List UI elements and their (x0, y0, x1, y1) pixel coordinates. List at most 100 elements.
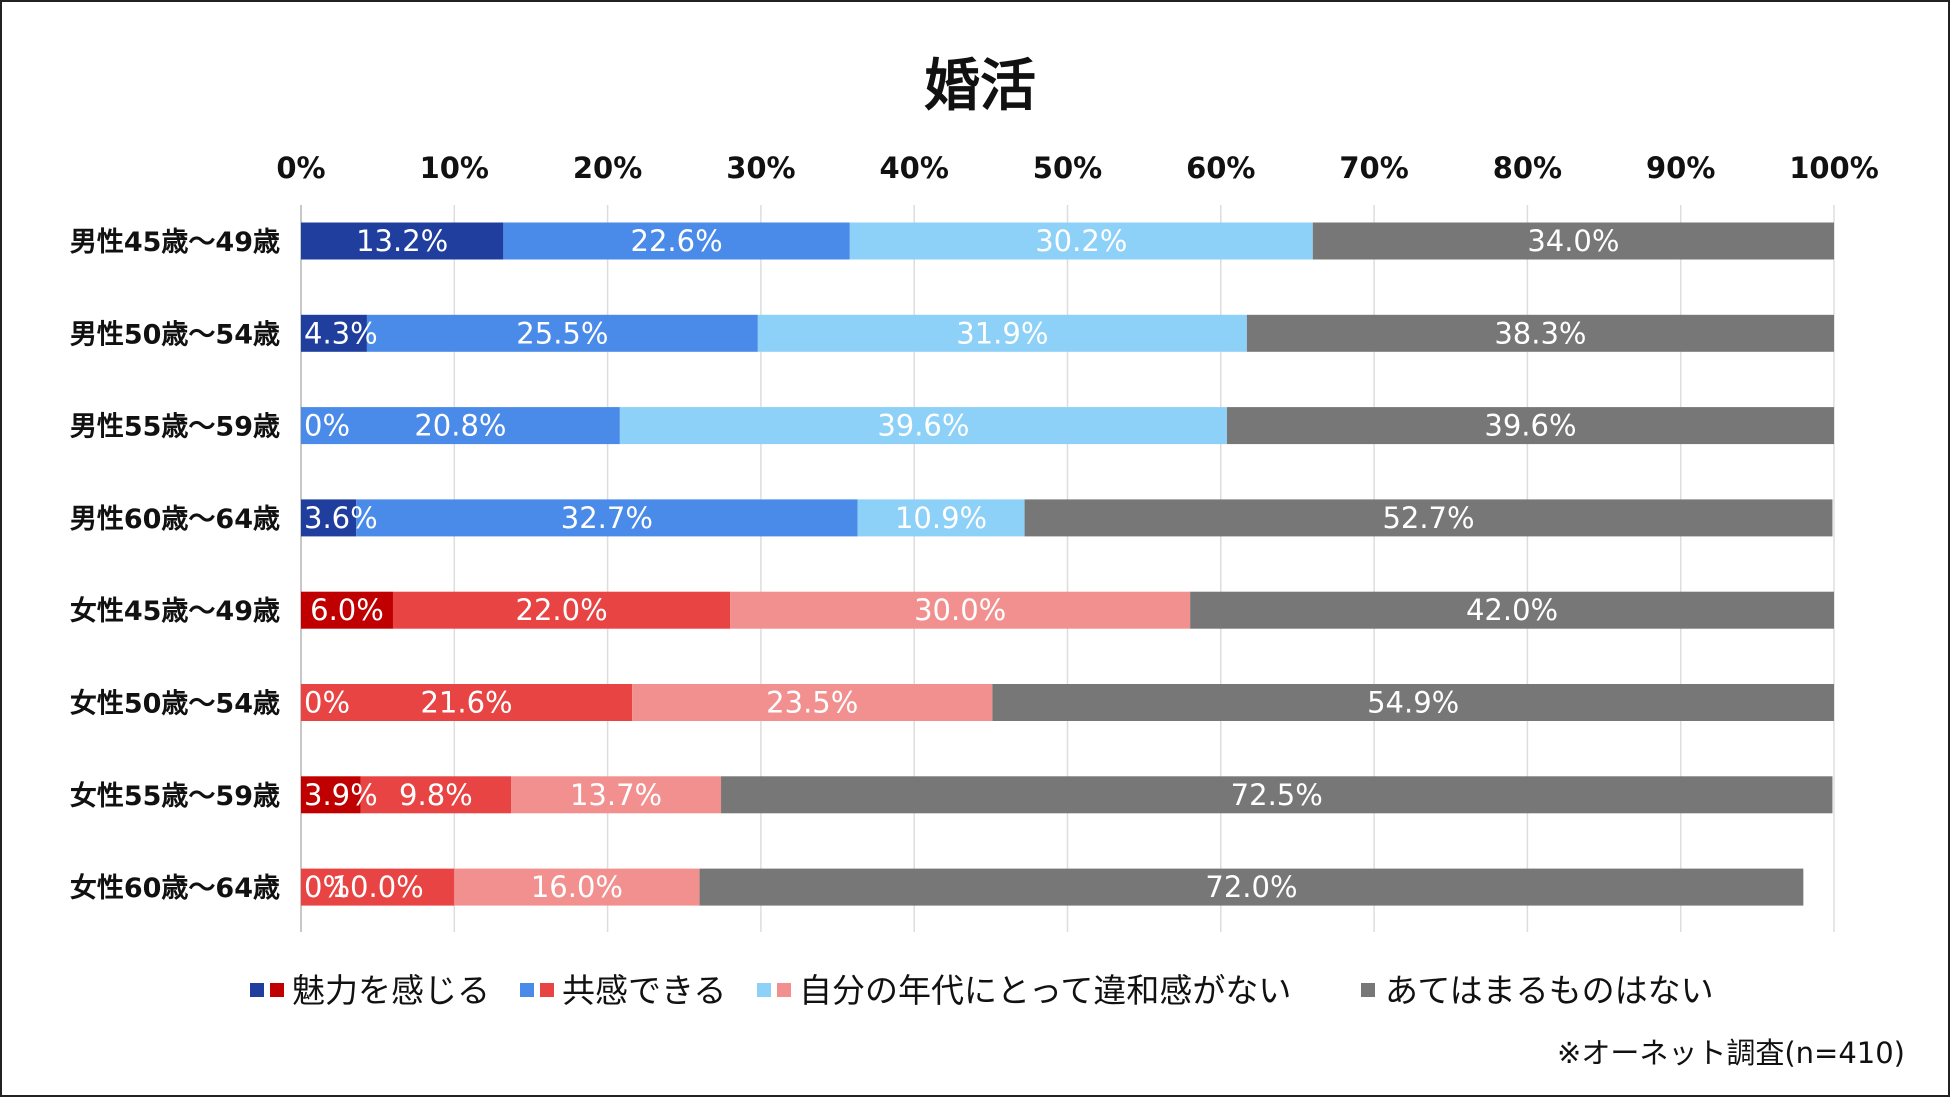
bar-segment (301, 222, 504, 260)
bar-segment (619, 407, 1227, 445)
value-label: 0% (304, 686, 350, 720)
bar-segment (1226, 407, 1834, 445)
value-label: 10.9% (895, 501, 987, 535)
legend: 魅力を感じる 共感できる 自分の年代にとって違和感がない あてはまるものはない (250, 971, 1714, 1010)
x-tick-label: 80% (1493, 151, 1562, 185)
bar-segment (301, 407, 620, 445)
value-label: 32.7% (561, 501, 653, 535)
legend-swatch-male (757, 983, 771, 997)
bar-segment (511, 776, 722, 814)
legend-swatch-female (777, 983, 791, 997)
value-label: 22.6% (631, 224, 723, 258)
value-label: 3.9% (304, 778, 378, 812)
value-label: 30.2% (1035, 224, 1127, 258)
value-label: 34.0% (1527, 224, 1619, 258)
category-labels: 男性45歳〜49歳男性50歳〜54歳男性55歳〜59歳男性60歳〜64歳女性45… (70, 227, 280, 904)
value-label: 6.0% (310, 593, 384, 627)
x-tick-label: 100% (1789, 151, 1879, 185)
value-label: 13.2% (356, 224, 448, 258)
value-label: 21.6% (420, 686, 512, 720)
category-label: 女性60歳〜64歳 (70, 872, 280, 904)
x-tick-label: 10% (420, 151, 489, 185)
value-label: 72.0% (1205, 870, 1297, 904)
bar-segment (992, 684, 1834, 721)
category-label: 女性45歳〜49歳 (70, 595, 280, 627)
value-label: 54.9% (1367, 686, 1459, 720)
bar-segment (503, 222, 850, 260)
bar-segment (360, 776, 512, 814)
bar-segment (632, 684, 993, 721)
bar-segment (301, 499, 357, 537)
legend-swatch-female (270, 983, 284, 997)
survey-note: ※オーネット調査(n=410) (1557, 1036, 1905, 1070)
bar-segment (356, 499, 858, 537)
bar-segment (301, 868, 455, 906)
x-tick-label: 50% (1033, 151, 1102, 185)
value-label: 31.9% (956, 316, 1048, 350)
x-tick-label: 30% (726, 151, 795, 185)
x-tick-label: 20% (573, 151, 642, 185)
legend-swatch-male (250, 983, 264, 997)
x-tick-label: 60% (1186, 151, 1255, 185)
value-label: 20.8% (414, 409, 506, 443)
bar-segment (857, 499, 1025, 537)
value-label: 52.7% (1382, 501, 1474, 535)
grid-lines (300, 205, 1835, 932)
bar-segment (757, 314, 1247, 352)
x-tick-label: 70% (1339, 151, 1408, 185)
value-label: 0% (304, 870, 350, 904)
value-labels: 13.2% 22.6% 30.2% 34.0% 4.3% 25.5% 31.9% 38.3% 0… (304, 224, 1619, 904)
value-label: 23.5% (766, 686, 858, 720)
legend-label: 自分の年代にとって違和感がない (799, 971, 1291, 1010)
chart-title: 婚活 (924, 54, 1036, 119)
value-label: 10.0% (332, 870, 424, 904)
legend-swatch (1361, 983, 1375, 997)
category-label: 男性50歳〜54歳 (70, 319, 280, 350)
category-label: 女性55歳〜59歳 (70, 780, 280, 812)
x-tick-label: 90% (1646, 151, 1715, 185)
legend-label: あてはまるものはない (1385, 971, 1714, 1010)
bar-segment (301, 314, 367, 352)
bar-segment (454, 868, 700, 906)
bar-segment (301, 684, 633, 721)
category-label: 女性50歳〜54歳 (70, 688, 280, 720)
value-label: 72.5% (1231, 778, 1323, 812)
x-tick-label: 40% (879, 151, 948, 185)
value-label: 3.6% (304, 501, 378, 535)
bar-segment (1024, 499, 1833, 537)
value-label: 42.0% (1466, 593, 1558, 627)
bars (301, 222, 1834, 906)
bar-segment (392, 591, 731, 629)
category-label: 男性55歳〜59歳 (70, 412, 280, 443)
value-label: 22.0% (516, 593, 608, 627)
legend-label: 共感できる (562, 971, 726, 1010)
value-label: 4.3% (304, 316, 378, 350)
bar-segment (1190, 591, 1834, 629)
value-label: 0% (304, 409, 350, 443)
value-label: 39.6% (877, 409, 969, 443)
bar-segment (849, 222, 1313, 260)
value-label: 16.0% (531, 870, 623, 904)
bar-segment (699, 868, 1804, 906)
bar-segment (721, 776, 1833, 814)
category-label: 男性60歳〜64歳 (70, 504, 280, 535)
category-label: 男性45歳〜49歳 (70, 227, 280, 258)
bar-segment (366, 314, 758, 352)
value-label: 38.3% (1494, 316, 1586, 350)
value-label: 9.8% (399, 778, 473, 812)
legend-label: 魅力を感じる (292, 971, 490, 1010)
bar-segment (1246, 314, 1834, 352)
x-axis-ticks: 0% 10% 20% 30% 40% 50% 60% 70% 80% 90% 100% (276, 151, 1878, 185)
value-label: 25.5% (516, 316, 608, 350)
value-label: 30.0% (914, 593, 1006, 627)
value-label: 39.6% (1484, 409, 1576, 443)
value-label: 13.7% (570, 778, 662, 812)
x-tick-label: 0% (276, 151, 325, 185)
bar-segment (301, 591, 393, 629)
bar-segment (1312, 222, 1834, 260)
bar-segment (301, 776, 361, 814)
bar-segment (730, 591, 1191, 629)
legend-swatch-female (540, 983, 554, 997)
